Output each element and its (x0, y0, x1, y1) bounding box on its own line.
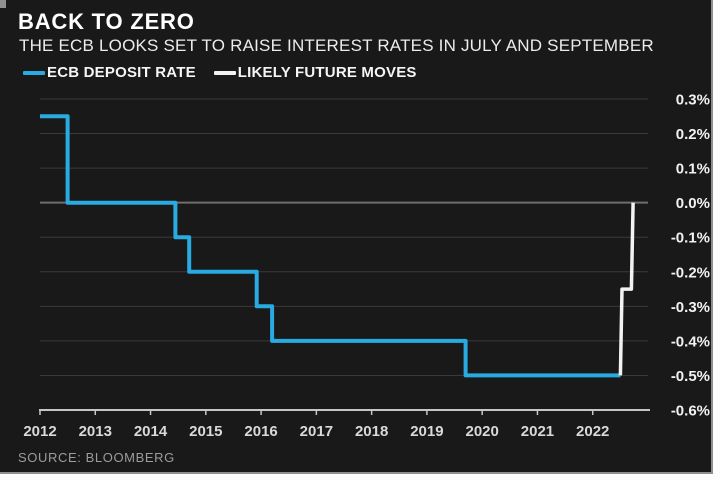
likely-future-moves-swatch (213, 70, 236, 75)
legend: ECB DEPOSIT RATE LIKELY FUTURE MOVES (23, 64, 417, 81)
y-axis-tick-label: -0.4% (671, 333, 710, 350)
y-axis-tick-label: 0.1% (676, 161, 710, 178)
legend-item-likely-future-moves: LIKELY FUTURE MOVES (213, 64, 417, 81)
source-credit: SOURCE: BLOOMBERG (18, 450, 175, 465)
x-axis-tick-label: 2016 (244, 423, 277, 440)
y-axis-tick-label: -0.1% (671, 230, 710, 247)
chart-plot: 0.3% 0.2% 0.1% 0.0% -0.1% -0.2% -0.3% -0.4% -0.5… (23, 92, 710, 441)
y-axis-tick-label: -0.2% (671, 264, 710, 281)
y-axis-tick-label: -0.5% (671, 368, 710, 385)
y-axis-tick-label: -0.6% (671, 403, 710, 420)
chart-title: BACK TO ZERO (18, 9, 195, 34)
y-axis-tick-label: -0.3% (671, 299, 710, 316)
y-axis-tick-label: 0.2% (676, 126, 710, 143)
x-axis-tick-label: 2013 (79, 423, 112, 440)
x-axis-tick-label: 2021 (521, 423, 554, 440)
x-axis-tick-label: 2017 (300, 423, 333, 440)
x-axis-tick-label: 2022 (576, 423, 609, 440)
corner-artifact (0, 0, 6, 8)
y-axis-tick-label: 0.3% (676, 92, 710, 109)
x-axis-tick-label: 2019 (410, 423, 443, 440)
x-axis-tick-label: 2020 (465, 423, 498, 440)
chart-card: BACK TO ZERO THE ECB LOOKS SET TO RAISE … (0, 0, 713, 474)
ecb-deposit-rate-swatch (23, 70, 45, 75)
x-axis-tick-label: 2012 (23, 423, 56, 440)
legend-label-likely-future-moves: LIKELY FUTURE MOVES (237, 64, 417, 81)
legend-label-ecb-deposit-rate: ECB DEPOSIT RATE (47, 64, 196, 81)
x-axis-tick-label: 2018 (355, 423, 388, 440)
likely-future-moves-line (618, 202, 635, 376)
legend-item-ecb-deposit-rate: ECB DEPOSIT RATE (23, 64, 196, 81)
chart-subtitle: THE ECB LOOKS SET TO RAISE INTEREST RATE… (19, 36, 654, 55)
ecb-deposit-rate-line (40, 114, 621, 378)
x-axis-tick-label: 2015 (189, 423, 222, 440)
y-axis-tick-label: 0.0% (676, 195, 710, 212)
x-axis-tick-label: 2014 (134, 423, 168, 440)
